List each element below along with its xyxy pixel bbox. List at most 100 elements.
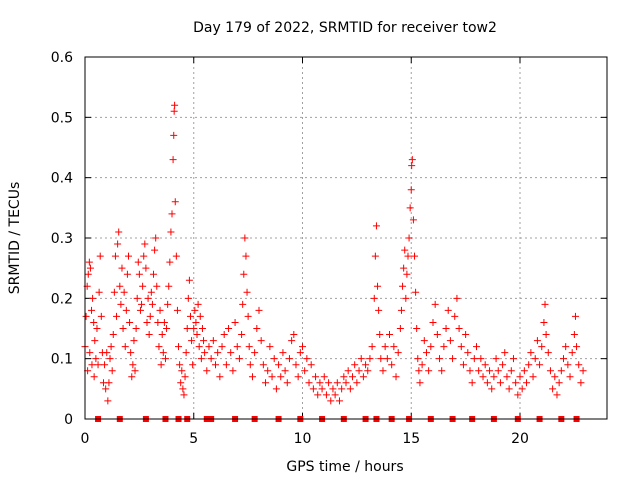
data-point bbox=[88, 306, 96, 314]
data-point bbox=[468, 379, 476, 387]
data-point bbox=[414, 355, 422, 363]
data-point bbox=[157, 361, 165, 369]
data-point bbox=[518, 385, 526, 393]
data-point bbox=[147, 288, 155, 296]
data-point bbox=[401, 246, 409, 254]
x-tick-label: 10 bbox=[294, 431, 312, 447]
y-tick-label: 0.2 bbox=[51, 291, 73, 307]
data-point bbox=[357, 355, 365, 363]
data-point bbox=[551, 373, 559, 381]
data-point bbox=[377, 355, 385, 363]
data-point bbox=[160, 318, 168, 326]
data-point bbox=[381, 343, 389, 351]
data-point bbox=[176, 361, 184, 369]
data-point bbox=[416, 379, 424, 387]
data-point bbox=[560, 355, 567, 363]
data-point bbox=[544, 349, 552, 357]
data-point bbox=[566, 373, 574, 381]
data-point bbox=[186, 312, 194, 320]
data-point bbox=[312, 373, 320, 381]
data-point bbox=[207, 355, 215, 363]
data-point bbox=[198, 325, 206, 332]
data-point bbox=[191, 306, 199, 314]
data-point bbox=[179, 385, 187, 393]
data-point bbox=[170, 131, 178, 139]
data-point bbox=[134, 258, 142, 266]
data-point bbox=[101, 361, 109, 369]
data-point bbox=[128, 373, 136, 381]
data-point bbox=[404, 252, 412, 260]
data-point bbox=[451, 312, 459, 320]
data-point bbox=[455, 325, 463, 332]
data-point bbox=[240, 270, 248, 278]
data-point bbox=[183, 325, 191, 332]
data-point bbox=[301, 367, 309, 375]
data-point bbox=[185, 276, 193, 284]
data-point bbox=[444, 306, 452, 314]
data-point bbox=[562, 343, 570, 351]
data-point bbox=[105, 379, 113, 387]
data-point bbox=[159, 349, 167, 357]
data-point bbox=[266, 343, 274, 351]
data-point bbox=[113, 312, 121, 320]
data-point bbox=[245, 343, 253, 351]
data-point bbox=[143, 318, 151, 326]
data-point bbox=[229, 367, 237, 375]
data-point bbox=[371, 252, 379, 260]
data-point bbox=[573, 343, 581, 351]
data-point bbox=[222, 361, 230, 369]
data-point bbox=[192, 318, 200, 326]
data-point bbox=[169, 156, 177, 164]
data-point bbox=[91, 337, 99, 345]
data-point bbox=[279, 349, 287, 357]
data-point bbox=[264, 367, 272, 375]
data-point bbox=[408, 156, 416, 164]
data-point bbox=[272, 385, 280, 393]
data-point bbox=[507, 367, 515, 375]
data-point bbox=[420, 337, 428, 345]
data-point bbox=[86, 264, 94, 272]
data-point bbox=[163, 325, 171, 332]
data-point bbox=[175, 343, 183, 351]
data-point bbox=[146, 312, 154, 320]
data-point bbox=[374, 282, 382, 290]
data-point bbox=[167, 228, 175, 236]
data-point bbox=[503, 373, 511, 381]
data-point bbox=[529, 373, 537, 381]
data-point bbox=[555, 379, 563, 387]
data-point bbox=[542, 331, 550, 339]
data-point bbox=[541, 300, 549, 308]
data-point bbox=[152, 234, 160, 242]
data-point bbox=[305, 379, 313, 387]
data-point bbox=[165, 282, 173, 290]
data-point bbox=[349, 373, 357, 381]
data-point bbox=[235, 355, 243, 363]
data-point bbox=[201, 349, 209, 357]
data-point bbox=[405, 234, 413, 242]
data-point bbox=[406, 204, 414, 212]
data-point bbox=[322, 391, 330, 399]
data-point bbox=[525, 361, 533, 369]
data-point bbox=[527, 349, 535, 357]
data-point bbox=[193, 331, 201, 339]
data-point bbox=[275, 361, 283, 369]
data-point bbox=[353, 379, 361, 387]
data-point bbox=[362, 361, 370, 369]
data-point bbox=[257, 337, 265, 345]
data-point bbox=[481, 361, 489, 369]
x-tick-label: 5 bbox=[189, 431, 198, 447]
data-point bbox=[396, 325, 404, 332]
data-point bbox=[299, 343, 306, 351]
data-point bbox=[220, 331, 228, 339]
data-point bbox=[108, 367, 116, 375]
data-point bbox=[251, 349, 259, 357]
data-point bbox=[477, 355, 485, 363]
data-point bbox=[340, 373, 348, 381]
data-point bbox=[388, 361, 396, 369]
data-point bbox=[182, 349, 190, 357]
data-point bbox=[116, 282, 124, 290]
data-point bbox=[325, 379, 333, 387]
data-point bbox=[82, 312, 90, 320]
data-point bbox=[262, 379, 270, 387]
x-tick-label: 0 bbox=[81, 431, 90, 447]
